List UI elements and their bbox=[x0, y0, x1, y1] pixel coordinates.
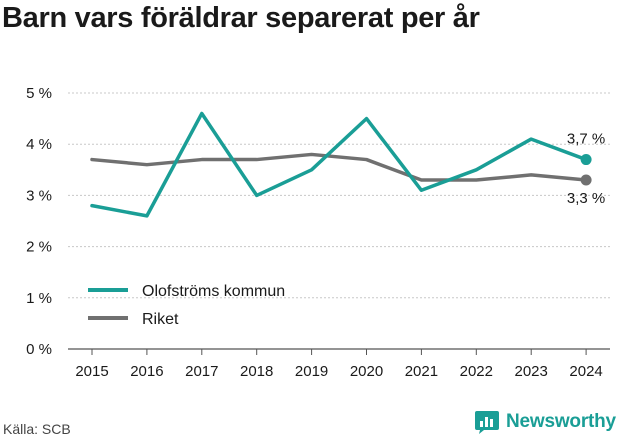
chart-title: Barn vars föräldrar separerat per år bbox=[2, 2, 480, 34]
series-line-olofstrom bbox=[90, 111, 588, 218]
series-lines bbox=[90, 111, 592, 218]
x-axis-tick-labels: 2015 2016 2017 2018 2019 2020 2021 2022 2023 2024 bbox=[75, 349, 603, 380]
source-note: Källa: SCB bbox=[3, 421, 71, 437]
newsworthy-logo-icon bbox=[475, 411, 499, 434]
x-tick-label: 2020 bbox=[350, 363, 383, 380]
y-tick-label: 3 % bbox=[26, 187, 52, 204]
gridlines bbox=[68, 92, 610, 350]
brand-logo: Newsworthy bbox=[474, 408, 616, 436]
series-end-marker bbox=[580, 154, 592, 166]
legend-label: Olofströms kommun bbox=[142, 283, 285, 300]
end-value-label: 3,7 % bbox=[567, 131, 605, 148]
end-value-label: 3,3 % bbox=[567, 190, 605, 207]
x-tick-label: 2022 bbox=[460, 363, 493, 380]
series-line-riket bbox=[90, 152, 588, 182]
x-tick-label: 2017 bbox=[185, 363, 218, 380]
x-tick-label: 2023 bbox=[515, 363, 548, 380]
legend: Olofströms kommun Riket bbox=[88, 283, 285, 328]
x-tick-label: 2015 bbox=[75, 363, 108, 380]
y-tick-label: 4 % bbox=[26, 136, 52, 153]
legend-label: Riket bbox=[142, 311, 179, 328]
x-tick-label: 2016 bbox=[130, 363, 163, 380]
x-tick-label: 2018 bbox=[240, 363, 273, 380]
y-axis-tick-labels: 0 % 1 % 2 % 3 % 4 % 5 % bbox=[26, 85, 52, 358]
y-tick-label: 1 % bbox=[26, 290, 52, 307]
x-tick-label: 2024 bbox=[569, 363, 602, 380]
end-value-labels: 3,7 % 3,3 % bbox=[567, 131, 605, 207]
y-tick-label: 5 % bbox=[26, 85, 52, 102]
series-end-marker bbox=[580, 174, 592, 186]
y-tick-label: 0 % bbox=[26, 341, 52, 358]
x-tick-label: 2021 bbox=[405, 363, 438, 380]
x-tick-label: 2019 bbox=[295, 363, 328, 380]
brand-name: Newsworthy bbox=[506, 411, 616, 432]
y-tick-label: 2 % bbox=[26, 239, 52, 256]
